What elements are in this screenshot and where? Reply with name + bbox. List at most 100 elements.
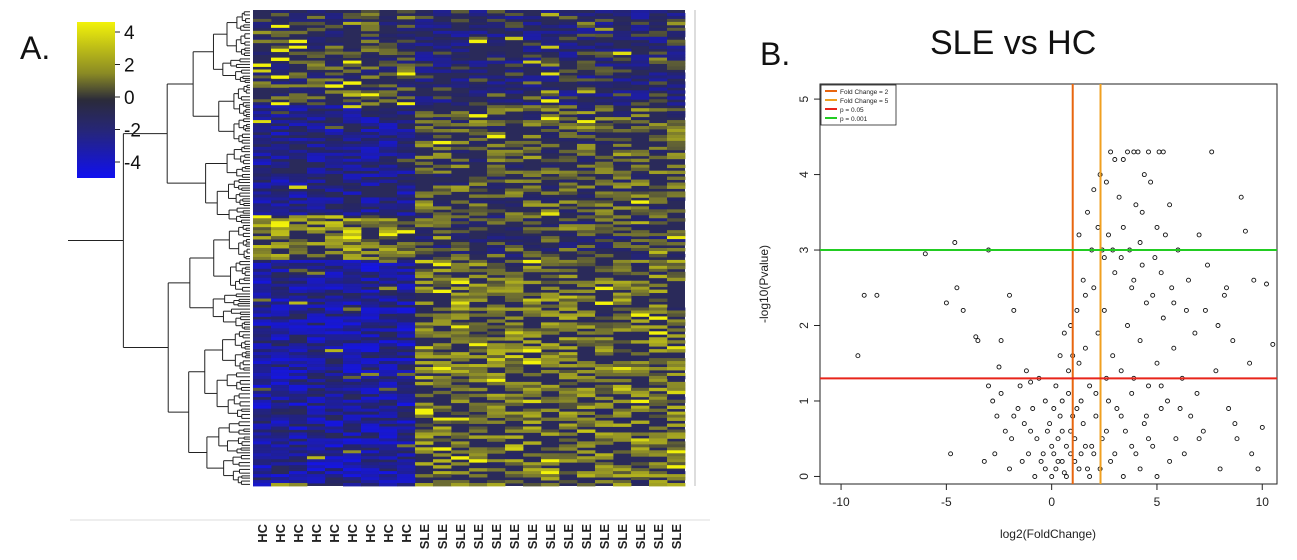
heatmap-cell: [451, 224, 470, 228]
data-point: [1154, 360, 1160, 366]
heatmap-cell: [253, 432, 272, 436]
heatmap-cell: [307, 200, 326, 204]
heatmap-cell: [415, 200, 434, 204]
heatmap-cell: [343, 81, 362, 85]
heatmap-cell: [379, 340, 398, 344]
heatmap-cell: [415, 140, 434, 145]
heatmap-cell: [433, 262, 452, 267]
heatmap-cell: [667, 265, 686, 270]
heatmap-cell: [415, 447, 434, 451]
heatmap-cell: [415, 474, 434, 478]
heatmap-cell: [595, 456, 614, 460]
heatmap-cell: [307, 206, 326, 210]
heatmap-cell: [433, 346, 452, 350]
heatmap-cell: [559, 233, 578, 237]
heatmap-cell: [631, 120, 650, 124]
heatmap-cell: [505, 459, 524, 463]
heatmap-cell: [289, 462, 308, 466]
heatmap-cell: [433, 152, 452, 157]
heatmap-cell: [595, 471, 614, 475]
heatmap-cell: [325, 325, 344, 329]
heatmap-cell: [667, 313, 686, 317]
data-point: [1030, 406, 1036, 411]
heatmap-cell: [451, 420, 470, 424]
heatmap-cell: [451, 399, 470, 404]
heatmap-cell: [253, 372, 272, 377]
heatmap-cell: [559, 191, 578, 195]
heatmap-cell: [307, 441, 326, 445]
heatmap-cell: [253, 441, 272, 445]
heatmap-cell: [559, 69, 578, 73]
heatmap-cell: [307, 194, 326, 198]
heatmap-cell: [433, 331, 452, 335]
heatmap-cell: [523, 120, 542, 124]
heatmap-cell: [541, 328, 560, 332]
heatmap-cell: [307, 39, 326, 44]
heatmap-cell: [595, 54, 614, 59]
heatmap-cell: [433, 352, 452, 356]
heatmap-cell: [271, 304, 290, 308]
heatmap-cell: [325, 304, 344, 308]
heatmap-cell: [469, 137, 488, 142]
heatmap-cell: [325, 45, 344, 50]
heatmap-cell: [631, 408, 650, 413]
heatmap-cell: [541, 48, 560, 53]
heatmap-cell: [307, 411, 326, 416]
heatmap-cell: [379, 173, 398, 178]
heatmap-cell: [559, 393, 578, 398]
heatmap-cell: [577, 378, 596, 383]
heatmap-cell: [505, 447, 524, 451]
heatmap-cell: [595, 325, 614, 329]
heatmap-cell: [631, 33, 650, 38]
heatmap-cell: [271, 72, 290, 76]
heatmap-cell: [649, 310, 668, 314]
heatmap-cell: [307, 45, 326, 50]
heatmap-cell: [469, 24, 488, 29]
heatmap-cell: [451, 42, 470, 47]
heatmap-cell: [379, 114, 398, 118]
heatmap-cell: [667, 259, 686, 264]
heatmap-cell: [577, 188, 596, 192]
heatmap-cell: [361, 48, 380, 53]
heatmap-cell: [523, 358, 542, 362]
heatmap-cell: [361, 24, 380, 29]
heatmap-cell: [361, 200, 380, 204]
heatmap-cell: [307, 155, 326, 160]
data-point: [922, 251, 928, 257]
heatmap-cell: [613, 349, 632, 353]
heatmap-cell: [379, 248, 398, 252]
data-point: [1158, 270, 1164, 276]
data-point: [1078, 398, 1084, 404]
heatmap-cell: [613, 268, 632, 273]
heatmap-cell: [469, 325, 488, 329]
heatmap-cell: [595, 462, 614, 466]
heatmap-cell: [307, 432, 326, 436]
heatmap-cell: [253, 450, 272, 454]
heatmap-cell: [613, 283, 632, 288]
heatmap-cell: [361, 301, 380, 305]
heatmap-cell: [595, 215, 614, 219]
heatmap-cell: [613, 265, 632, 270]
heatmap-cell: [397, 307, 416, 311]
heatmap-cell: [271, 355, 290, 359]
data-point: [1021, 421, 1027, 427]
heatmap-cell: [253, 346, 272, 350]
heatmap-cell: [469, 30, 488, 35]
heatmap-cell: [577, 149, 596, 154]
heatmap-cell: [397, 149, 416, 154]
heatmap-cell: [343, 51, 362, 56]
heatmap-cell: [577, 140, 596, 145]
heatmap-cell: [343, 167, 362, 172]
heatmap-cell: [541, 158, 560, 163]
heatmap-cell: [505, 78, 524, 82]
heatmap-cell: [487, 331, 506, 335]
data-point: [1255, 466, 1261, 472]
heatmap-cell: [487, 271, 506, 276]
heatmap-cell: [379, 441, 398, 445]
heatmap-cell: [523, 381, 542, 386]
heatmap-cell: [631, 253, 650, 258]
heatmap-cell: [541, 313, 560, 317]
heatmap-cell: [649, 399, 668, 404]
heatmap-cell: [379, 307, 398, 311]
heatmap-cell: [343, 259, 362, 264]
